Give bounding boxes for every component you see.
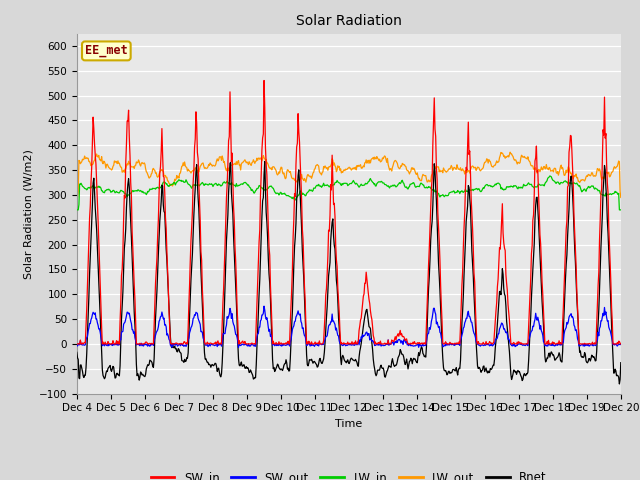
Title: Solar Radiation: Solar Radiation [296,14,402,28]
Y-axis label: Solar Radiation (W/m2): Solar Radiation (W/m2) [23,149,33,278]
LW_in [435,193,443,199]
Rnet [616,381,623,387]
SW_out [237,342,245,348]
SW_in [137,341,145,347]
SW_in [264,224,272,230]
Rnet [617,360,625,366]
Rnet [237,361,244,367]
LW_out [617,194,625,200]
Text: EE_met: EE_met [85,44,128,58]
Line: LW_in: LW_in [77,176,621,210]
SW_out [260,303,268,309]
Rnet [436,288,444,293]
LW_out [264,160,271,166]
LW_in [284,192,292,198]
Legend: SW_in, SW_out, LW_in, LW_out, Rnet: SW_in, SW_out, LW_in, LW_out, Rnet [146,466,552,480]
SW_in [436,258,444,264]
SW_in [260,78,268,84]
LW_out [405,169,413,175]
LW_in [546,173,554,179]
Rnet [261,158,269,164]
Rnet [264,255,272,261]
LW_in [264,186,271,192]
LW_out [435,169,443,175]
LW_out [284,167,292,173]
Line: LW_out: LW_out [77,152,621,197]
SW_in [617,341,625,347]
SW_in [73,341,81,347]
LW_in [617,207,625,213]
SW_in [285,341,292,347]
SW_out [437,330,445,336]
SW_out [265,328,273,334]
LW_out [137,163,145,169]
Rnet [73,349,81,355]
SW_out [137,341,145,347]
SW_in [406,341,413,347]
SW_out [406,341,414,347]
SW_in [237,340,244,346]
SW_out [285,343,293,349]
Rnet [406,359,413,364]
Line: SW_out: SW_out [77,306,621,348]
LW_in [137,188,145,193]
X-axis label: Time: Time [335,419,362,429]
LW_out [506,149,514,155]
SW_out [73,342,81,348]
Line: SW_in: SW_in [77,81,621,344]
LW_out [237,167,244,173]
LW_in [73,207,81,213]
Rnet [285,368,292,374]
LW_in [405,184,413,190]
LW_in [237,181,244,187]
SW_out [235,345,243,350]
Rnet [137,369,145,375]
SW_out [617,341,625,347]
LW_out [73,194,81,200]
Line: Rnet: Rnet [77,161,621,384]
